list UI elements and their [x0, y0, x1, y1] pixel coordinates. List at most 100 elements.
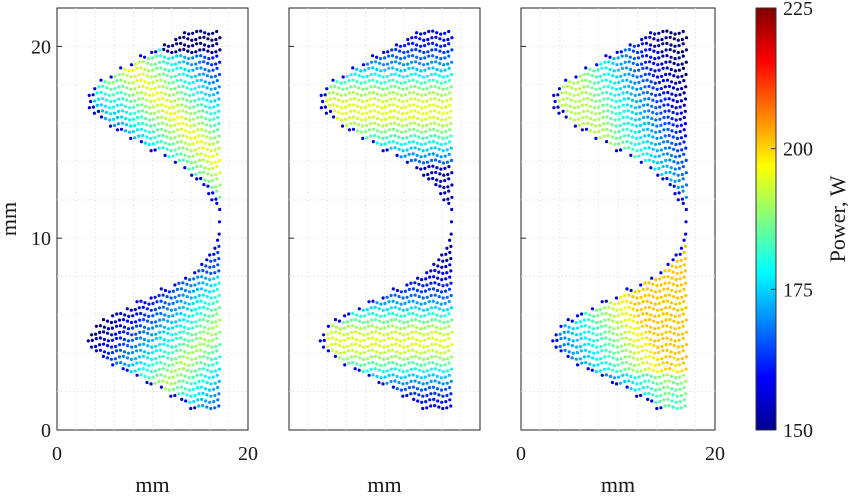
- data-point: [354, 330, 358, 334]
- data-point: [391, 66, 395, 70]
- data-point: [660, 37, 664, 42]
- data-point: [639, 320, 644, 324]
- data-point: [114, 344, 118, 349]
- data-point: [429, 306, 434, 310]
- data-point: [205, 393, 209, 397]
- data-point: [174, 320, 178, 324]
- data-point: [443, 375, 447, 379]
- data-point: [433, 268, 437, 273]
- data-point: [203, 55, 207, 59]
- data-point: [657, 31, 661, 35]
- data-point: [639, 283, 643, 287]
- data-point: [207, 314, 211, 318]
- data-point: [399, 81, 403, 85]
- data-point: [90, 338, 94, 342]
- data-point: [609, 141, 613, 145]
- data-point: [657, 326, 661, 330]
- data-point: [213, 283, 217, 287]
- data-point: [646, 127, 650, 131]
- data-point: [669, 350, 673, 354]
- data-point: [176, 103, 180, 107]
- data-point: [435, 374, 439, 378]
- data-point: [339, 81, 343, 85]
- data-point: [596, 326, 600, 330]
- data-point: [600, 324, 604, 328]
- data-point: [677, 179, 681, 183]
- data-point: [437, 86, 441, 90]
- data-point: [349, 73, 353, 77]
- data-point: [680, 50, 685, 54]
- data-point: [401, 308, 405, 312]
- data-point: [381, 370, 385, 374]
- data-point: [676, 357, 680, 361]
- data-point: [425, 148, 429, 152]
- data-point: [399, 57, 403, 61]
- data-point: [165, 98, 169, 102]
- data-point: [644, 318, 648, 322]
- data-point: [649, 153, 653, 157]
- data-point: [374, 337, 379, 342]
- data-point: [96, 109, 101, 113]
- data-point: [661, 79, 666, 83]
- data-point: [617, 130, 621, 134]
- data-point: [179, 90, 184, 95]
- data-point: [592, 314, 596, 318]
- data-point: [161, 72, 165, 76]
- data-point: [418, 356, 422, 360]
- data-point: [183, 166, 187, 170]
- data-point: [214, 197, 218, 201]
- data-point: [575, 351, 580, 355]
- data-point: [442, 185, 446, 190]
- data-point: [663, 85, 667, 89]
- data-point: [151, 142, 155, 146]
- data-point: [676, 345, 680, 349]
- data-point: [657, 375, 662, 379]
- data-point: [189, 149, 193, 153]
- data-point: [113, 99, 117, 103]
- data-point: [155, 79, 159, 83]
- data-point: [660, 62, 664, 66]
- data-point: [631, 147, 635, 151]
- data-point: [637, 80, 641, 85]
- data-point: [342, 338, 346, 342]
- data-point: [141, 133, 145, 138]
- data-point: [410, 355, 414, 359]
- data-point: [194, 37, 198, 42]
- data-point: [173, 99, 177, 103]
- data-point: [446, 172, 450, 177]
- data-point: [180, 103, 184, 107]
- data-point: [199, 140, 204, 144]
- data-point: [554, 333, 558, 337]
- data-point: [586, 121, 590, 125]
- y-axis-label: mm: [0, 202, 21, 236]
- data-point: [157, 122, 161, 126]
- data-point: [618, 123, 622, 128]
- data-point: [673, 351, 677, 355]
- data-point: [660, 50, 664, 54]
- data-point: [667, 146, 672, 150]
- data-point: [383, 363, 387, 367]
- data-point: [401, 394, 405, 398]
- data-point: [423, 56, 427, 60]
- data-point: [445, 123, 449, 127]
- data-point: [385, 295, 389, 299]
- data-point: [438, 319, 442, 323]
- data-point: [345, 320, 350, 324]
- data-point: [208, 400, 212, 404]
- data-point: [173, 393, 177, 398]
- data-point: [215, 201, 219, 205]
- data-point: [191, 142, 195, 146]
- data-point: [410, 36, 414, 40]
- data-point: [433, 133, 437, 138]
- data-point: [640, 37, 644, 42]
- data-point: [405, 295, 409, 299]
- data-point: [443, 363, 447, 367]
- data-point: [198, 355, 202, 359]
- data-point: [423, 338, 427, 342]
- data-point: [213, 369, 217, 373]
- data-point: [421, 370, 425, 374]
- data-point: [665, 29, 669, 33]
- data-point: [186, 331, 190, 335]
- data-point: [185, 74, 189, 78]
- data-point: [656, 333, 660, 337]
